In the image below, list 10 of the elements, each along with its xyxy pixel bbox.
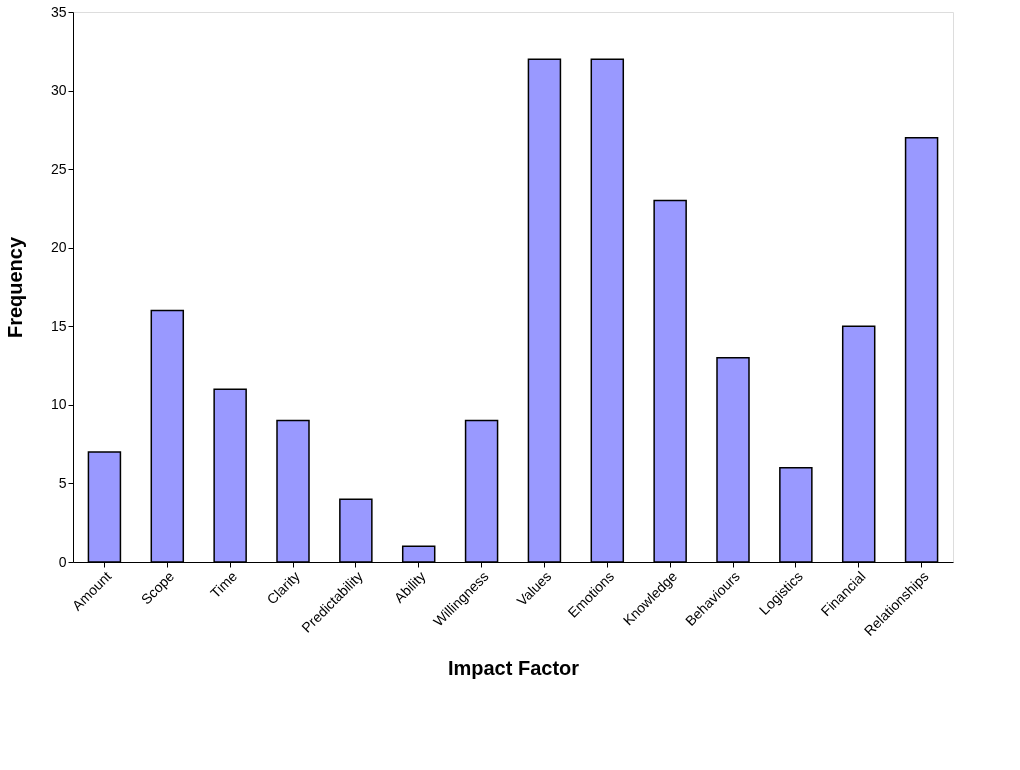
y-tick-label: 20 (50, 239, 67, 256)
x-axis-title: Impact Factor (447, 656, 580, 679)
y-tick-label: 35 (50, 3, 67, 20)
y-axis-title: Frequency (3, 236, 26, 339)
y-tick-label: 25 (50, 160, 67, 177)
y-tick-label: 0 (58, 553, 67, 570)
y-tick-label: 30 (50, 82, 67, 99)
y-tick-label: 5 (58, 474, 67, 491)
y-tick-label: 15 (50, 317, 67, 334)
y-tick-label: 10 (50, 396, 67, 413)
